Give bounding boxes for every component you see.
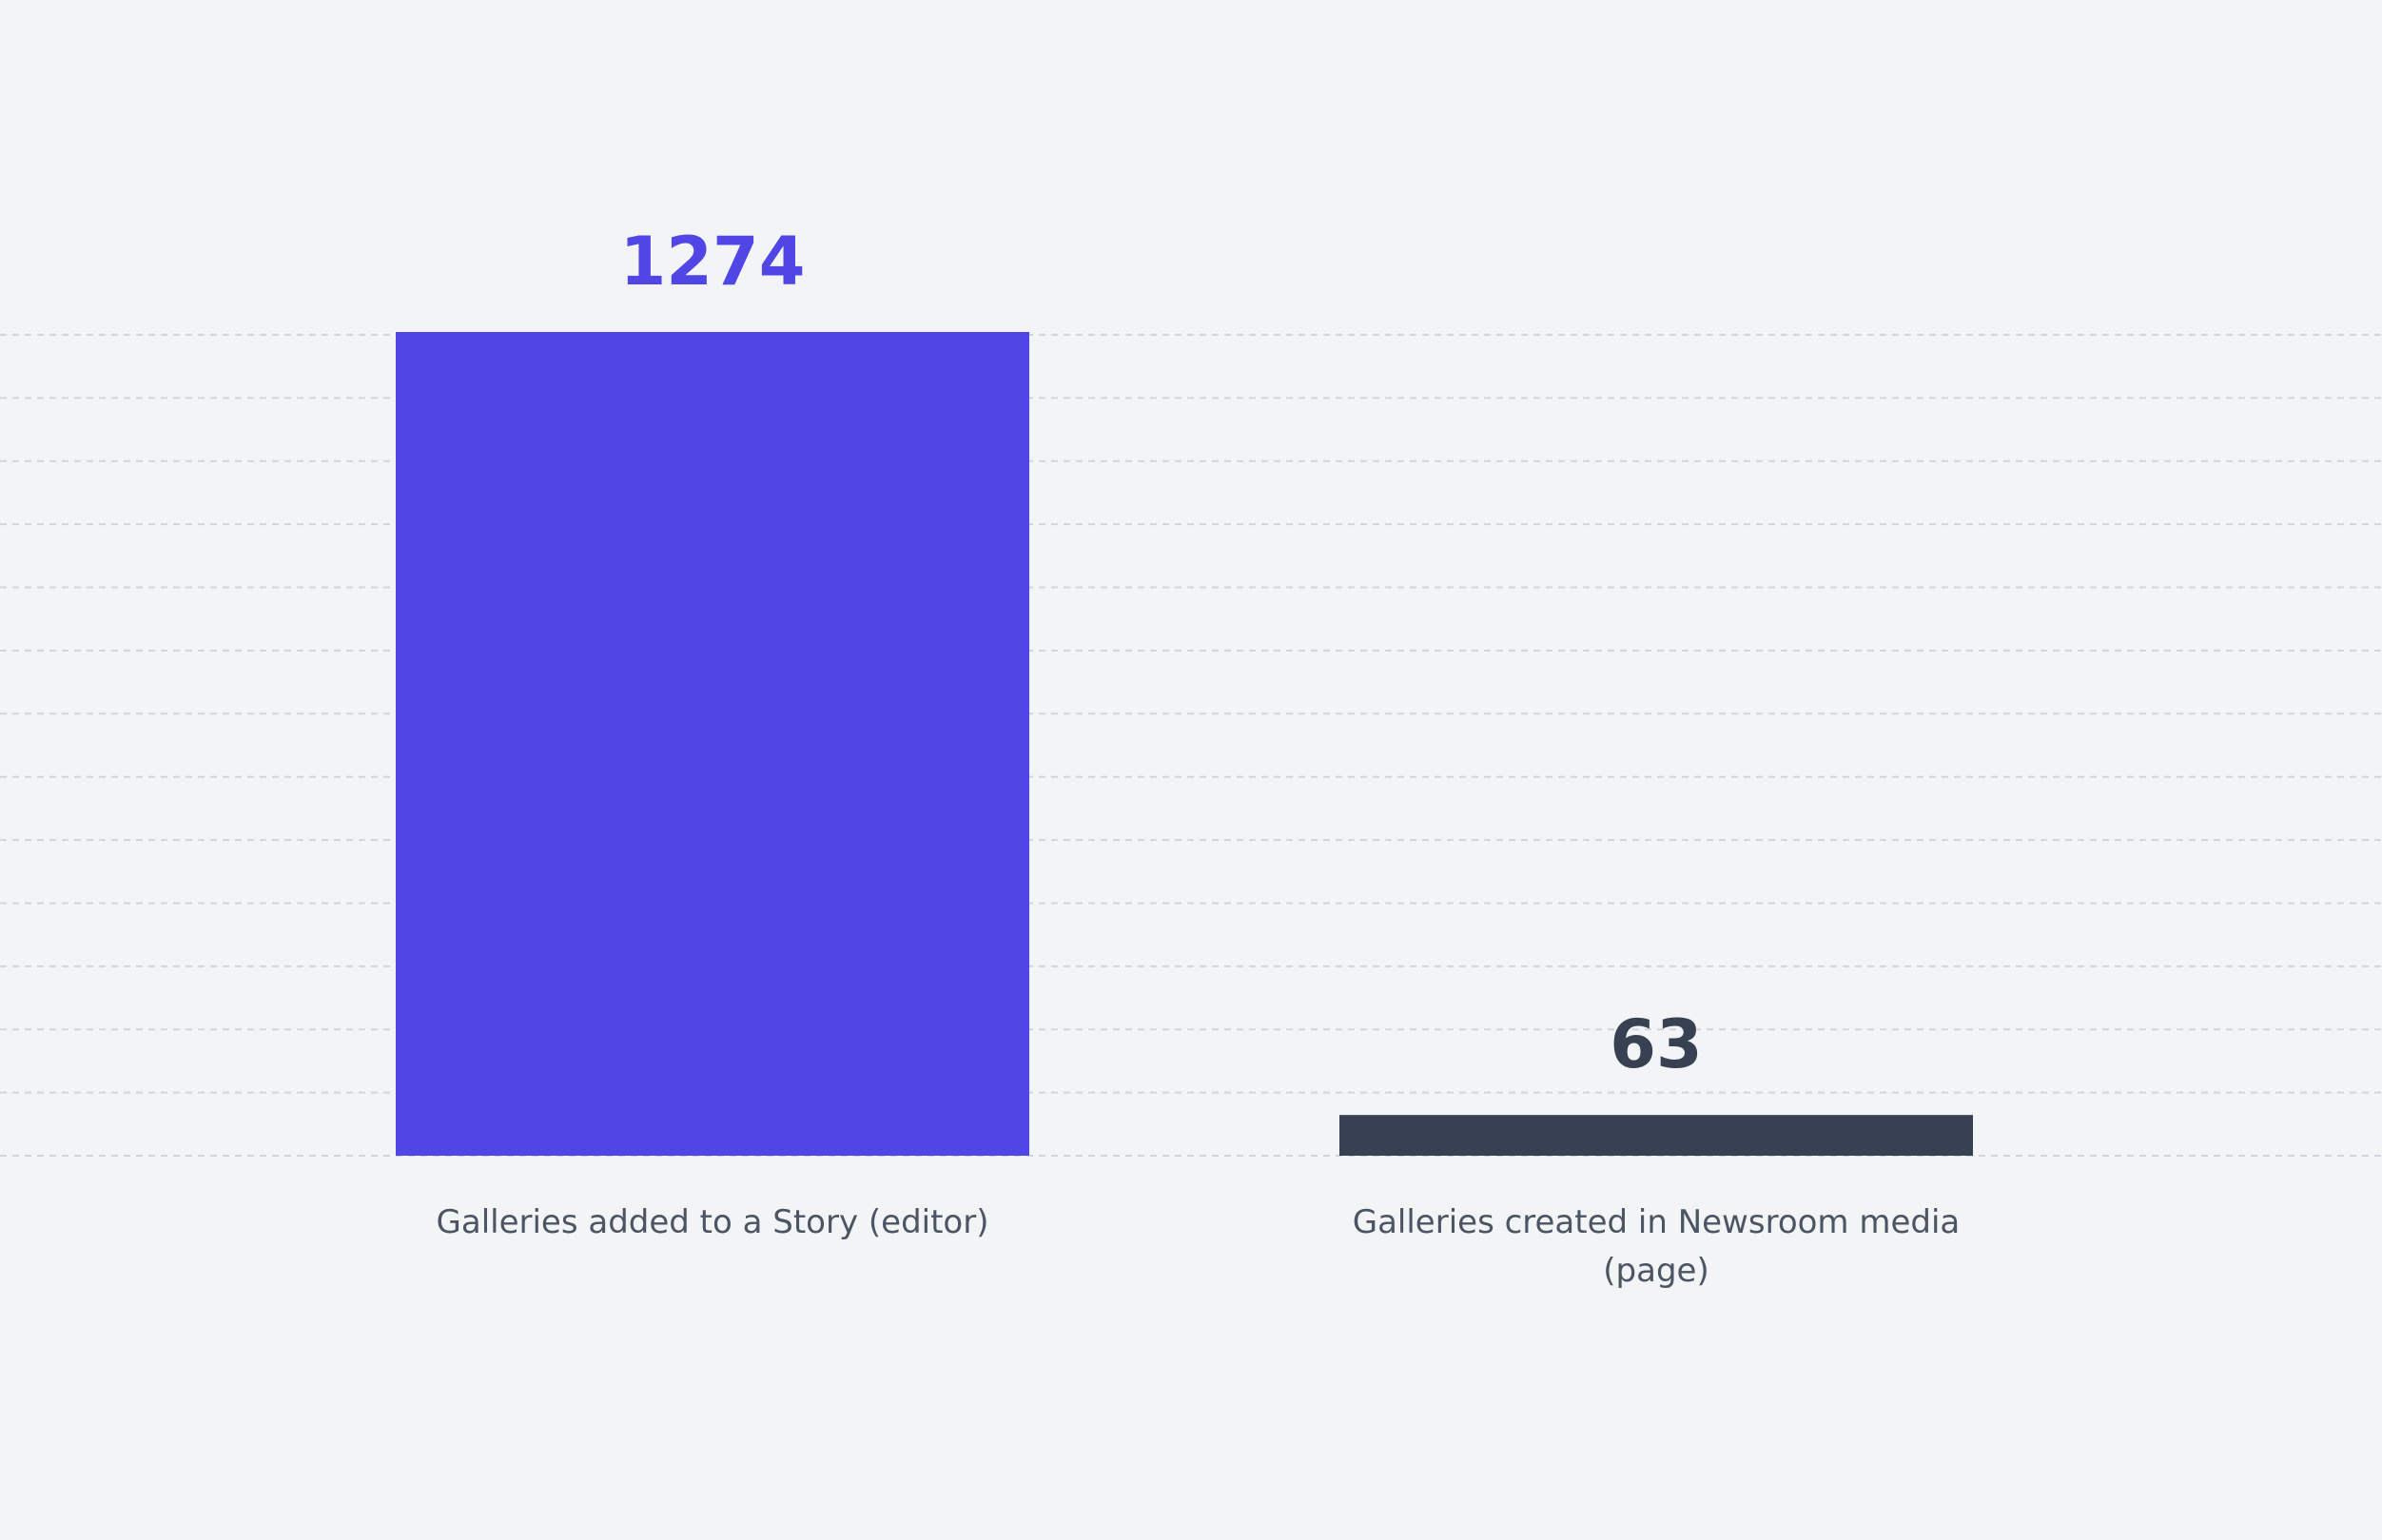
bar-2 [1339,1115,1973,1156]
category-label-line: Galleries created in Newsroom media [1353,1203,1961,1241]
value-label-2: 63 [1610,1005,1702,1083]
category-label-line: (page) [1603,1252,1708,1290]
category-labels: Galleries added to a Story (editor) Galle… [437,1203,1961,1290]
bars [396,332,1973,1156]
value-label-1: 1274 [620,223,806,301]
category-label-2: Galleries created in Newsroom media (page… [1353,1203,1961,1290]
category-label-1: Galleries added to a Story (editor) [437,1203,989,1241]
category-label-line: Galleries added to a Story (editor) [437,1203,989,1241]
value-labels: 1274 63 [620,223,1703,1083]
bar-1 [396,332,1029,1156]
